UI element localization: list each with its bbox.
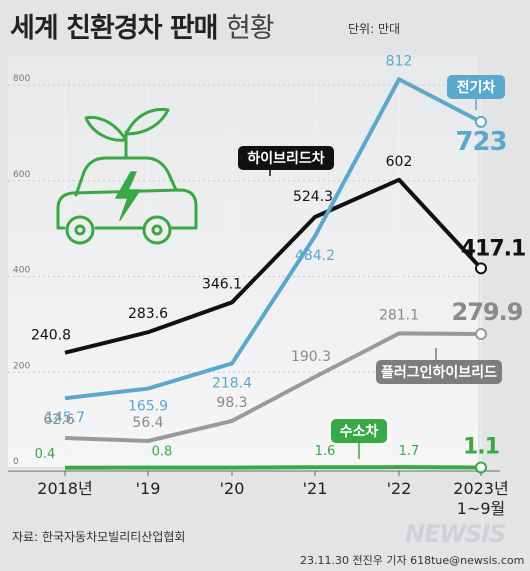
series-end-marker (475, 115, 487, 128)
data-label: 1.6 (315, 444, 336, 459)
data-label: 1.1 (463, 434, 499, 459)
data-label: 417.1 (461, 236, 526, 261)
legend-badge-plugin: 플러그인하이브리드 (381, 364, 497, 381)
series-line-하이브리드차 (64, 177, 483, 355)
legend-badge-hydrogen: 수소차 (340, 424, 379, 440)
x-tick-label: '20 (220, 479, 245, 498)
x-tick-label: '21 (303, 479, 328, 498)
data-labels: 145.7 165.9 218.4 484.2 812 723 240.8 283.6 346.… (31, 53, 526, 462)
data-label: 484.2 (295, 248, 335, 264)
title-light: 현황 (225, 13, 275, 44)
series-line-수소차 (64, 465, 482, 470)
data-label: 723 (455, 127, 506, 157)
data-label: 524.3 (293, 189, 333, 205)
unit-label: 단위: 만대 (348, 22, 401, 36)
title-main: 세계 친환경차 판매 (10, 13, 219, 44)
legend-badge-bg (447, 75, 505, 99)
y-tick-label: 400 (13, 266, 30, 276)
byline: 23.11.30 전진우 기자 618tue@newsis.com (300, 554, 525, 567)
data-label: 0.4 (35, 447, 56, 462)
series-lines (64, 77, 487, 474)
y-axis-ticks: 0 200 400 600 800 (13, 74, 30, 467)
legend-badge-hybrid: 하이브리드차 (247, 150, 324, 167)
data-label: 240.8 (31, 328, 71, 344)
data-label: 98.3 (216, 395, 247, 411)
data-label: 145.7 (45, 410, 85, 426)
eco-car-sprout-bolt-icon (56, 107, 198, 245)
x-tick-label: '22 (387, 479, 412, 498)
source-note: 자료: 한국자동차모빌리티산업협회 (12, 530, 186, 544)
x-tick-label: 2018년 (37, 479, 92, 498)
y-tick-label: 800 (13, 74, 30, 84)
series-end-marker (475, 327, 487, 340)
legend-badge-bg (331, 419, 387, 443)
series-end-marker (475, 262, 487, 275)
x-tick-label: 1~9월 (457, 499, 506, 518)
data-label: 190.3 (291, 349, 331, 365)
data-label: 1.7 (399, 444, 420, 459)
series-line-전기차 (64, 77, 482, 401)
x-tick-label: '19 (136, 479, 161, 498)
legend-badge-electric: 전기차 (457, 79, 496, 96)
plot-area (8, 55, 478, 471)
data-label: 279.9 (452, 298, 523, 326)
legend-badge-bg (238, 146, 334, 170)
data-label: 0.8 (152, 445, 173, 460)
data-label: 346.1 (202, 276, 242, 292)
data-label: 56.4 (132, 415, 163, 431)
x-axis (8, 470, 500, 476)
data-label: 165.9 (128, 399, 168, 415)
data-label: 283.6 (128, 306, 168, 322)
legend-badge-bg (376, 360, 502, 384)
y-tick-label: 200 (13, 361, 30, 371)
data-label: 62.6 (43, 412, 74, 428)
series-line-플러그인하이브리드 (64, 331, 482, 443)
series-end-marker (475, 461, 487, 474)
x-tick-label: 2023년 (453, 479, 508, 498)
page-title: 세계 친환경차 판매 현황 (10, 6, 275, 45)
data-label: 812 (386, 53, 413, 69)
y-tick-label: 0 (13, 457, 19, 467)
data-label: 281.1 (379, 307, 419, 323)
data-label: 602 (386, 154, 413, 170)
y-tick-label: 600 (13, 170, 30, 180)
data-label: 218.4 (212, 375, 252, 391)
watermark: NEWSIS (405, 520, 506, 548)
